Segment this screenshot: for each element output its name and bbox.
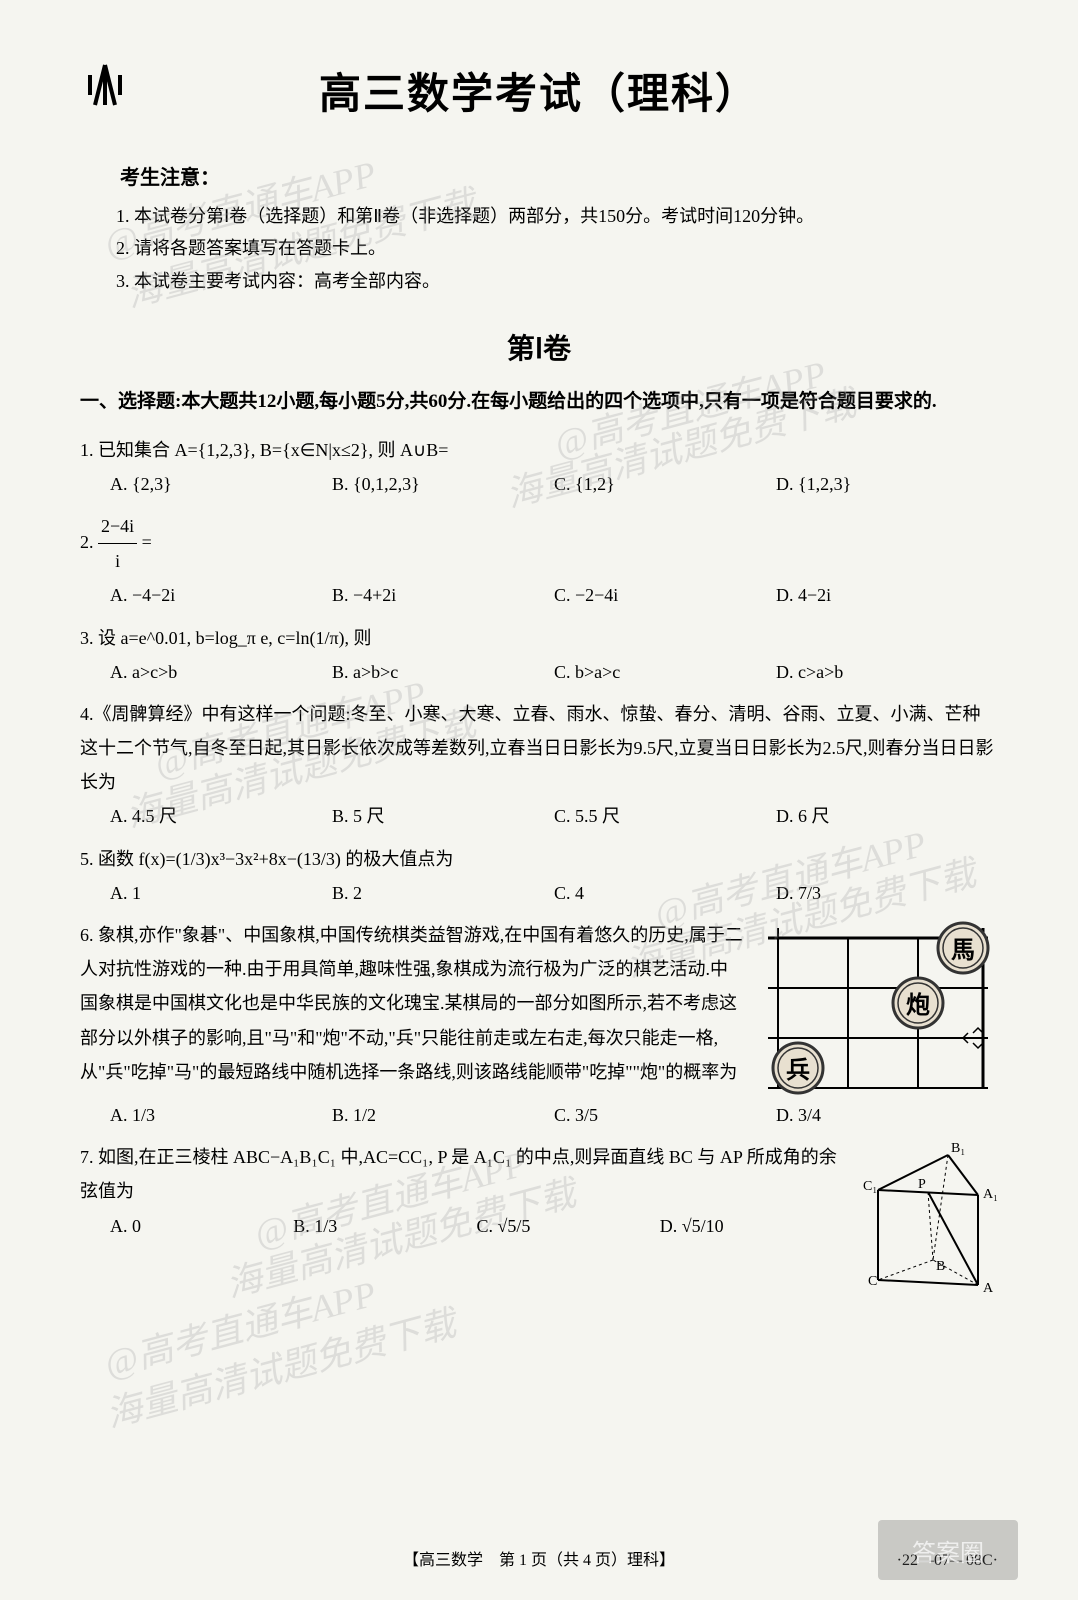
exam-header: 高三数学考试（理科） <box>80 60 998 121</box>
question-4-text: 4.《周髀算经》中有这样一个问题:冬至、小寒、大寒、立春、雨水、惊蛰、春分、清明… <box>80 697 998 800</box>
watermark-download: 海量高清试题免费下载 <box>99 1294 460 1437</box>
notice-item-1: 1. 本试卷分第Ⅰ卷（选择题）和第Ⅱ卷（非选择题）两部分，共150分。考试时间1… <box>80 200 998 232</box>
q1-option-a: A. {2,3} <box>110 467 332 501</box>
q5-option-a: A. 1 <box>110 876 332 910</box>
question-6-text: 6. 象棋,亦作"象碁"、中国象棋,中国传统棋类益智游戏,在中国有着悠久的历史,… <box>80 918 743 1089</box>
footer-text: 【高三数学 第 1 页（共 4 页）理科】 <box>403 1552 675 1569</box>
question-2: 2. 2−4i i = A. −4−2i B. −4+2i C. −2−4i D… <box>80 509 998 613</box>
q4-option-a: A. 4.5 尺 <box>110 799 332 833</box>
q7-option-a: A. 0 <box>110 1209 293 1243</box>
question-7-text: 7. 如图,在正三棱柱 ABC−A₁B₁C₁ 中,AC=CC₁, P 是 A₁C… <box>80 1140 843 1208</box>
question-2-text: 2. 2−4i i = <box>80 532 152 552</box>
q2-suffix: = <box>142 532 152 552</box>
question-1: 1. 已知集合 A={1,2,3}, B={x∈N|x≤2}, 则 A∪B= A… <box>80 433 998 501</box>
prism-a1-label: A₁ <box>983 1187 998 1202</box>
q6-option-a: A. 1/3 <box>110 1098 332 1132</box>
q5-option-c: C. 4 <box>554 876 776 910</box>
q4-option-c: C. 5.5 尺 <box>554 799 776 833</box>
q1-option-b: B. {0,1,2,3} <box>332 467 554 501</box>
q3-option-b: B. a>b>c <box>332 655 554 689</box>
chess-bing-label: 兵 <box>786 1057 810 1084</box>
section-1-title: 第Ⅰ卷 <box>80 327 998 367</box>
q2-fraction: 2−4i i <box>98 509 137 578</box>
question-6: 6. 象棋,亦作"象碁"、中国象棋,中国传统棋类益智游戏,在中国有着悠久的历史,… <box>80 918 998 1132</box>
prism-c1-label: C₁ <box>863 1179 877 1194</box>
q3-option-a: A. a>c>b <box>110 655 332 689</box>
prism-b1-label: B₁ <box>951 1141 965 1156</box>
section-1-instruction: 一、选择题:本大题共12小题,每小题5分,共60分.在每小题给出的四个选项中,只… <box>80 387 998 417</box>
q2-option-a: A. −4−2i <box>110 578 332 612</box>
q2-option-b: B. −4+2i <box>332 578 554 612</box>
prism-b-label: B <box>936 1259 945 1274</box>
question-3: 3. 设 a=e^0.01, b=log_π e, c=ln(1/π), 则 A… <box>80 621 998 689</box>
prism-p-label: P <box>918 1177 926 1192</box>
chess-ma-label: 馬 <box>951 938 975 964</box>
notice-section: 考生注意： 1. 本试卷分第Ⅰ卷（选择题）和第Ⅱ卷（非选择题）两部分，共150分… <box>80 161 998 297</box>
q7-option-d: D. √5/10 <box>660 1209 843 1243</box>
question-5-text: 5. 函数 f(x)=(1/3)x³−3x²+8x−(13/3) 的极大值点为 <box>80 842 998 876</box>
chess-pao-label: 炮 <box>906 991 930 1019</box>
q2-prefix: 2. <box>80 532 98 552</box>
q6-option-d: D. 3/4 <box>776 1098 998 1132</box>
q2-option-c: C. −2−4i <box>554 578 776 612</box>
q4-option-b: B. 5 尺 <box>332 799 554 833</box>
question-1-text: 1. 已知集合 A={1,2,3}, B={x∈N|x≤2}, 则 A∪B= <box>80 433 998 467</box>
q6-option-c: C. 3/5 <box>554 1098 776 1132</box>
q7-option-c: C. √5/5 <box>477 1209 660 1243</box>
q2-frac-num: 2−4i <box>98 509 137 544</box>
q5-option-b: B. 2 <box>332 876 554 910</box>
q3-option-c: C. b>a>c <box>554 655 776 689</box>
prism-a-label: A <box>983 1281 994 1296</box>
q5-option-d: D. 7/3 <box>776 876 998 910</box>
q7-option-b: B. 1/3 <box>293 1209 476 1243</box>
q1-option-d: D. {1,2,3} <box>776 467 998 501</box>
chess-diagram: 馬 炮 兵 <box>758 918 998 1098</box>
question-5: 5. 函数 f(x)=(1/3)x³−3x²+8x−(13/3) 的极大值点为 … <box>80 842 998 910</box>
answer-watermark: 答案圈 <box>878 1520 1018 1580</box>
notice-item-3: 3. 本试卷主要考试内容：高考全部内容。 <box>80 265 998 297</box>
q4-option-d: D. 6 尺 <box>776 799 998 833</box>
notice-title: 考生注意： <box>80 161 998 190</box>
question-7: 7. 如图,在正三棱柱 ABC−A₁B₁C₁ 中,AC=CC₁, P 是 A₁C… <box>80 1140 998 1300</box>
logo-icon <box>80 60 130 122</box>
question-3-text: 3. 设 a=e^0.01, b=log_π e, c=ln(1/π), 则 <box>80 621 998 655</box>
q6-option-b: B. 1/2 <box>332 1098 554 1132</box>
question-4: 4.《周髀算经》中有这样一个问题:冬至、小寒、大寒、立春、雨水、惊蛰、春分、清明… <box>80 697 998 834</box>
q1-option-c: C. {1,2} <box>554 467 776 501</box>
q2-option-d: D. 4−2i <box>776 578 998 612</box>
prism-c-label: C <box>868 1274 877 1289</box>
notice-item-2: 2. 请将各题答案填写在答题卡上。 <box>80 232 998 264</box>
q2-frac-den: i <box>98 544 137 578</box>
prism-diagram: C A B C₁ A₁ B₁ P <box>858 1140 998 1300</box>
q3-option-d: D. c>a>b <box>776 655 998 689</box>
exam-title: 高三数学考试（理科） <box>319 60 759 121</box>
